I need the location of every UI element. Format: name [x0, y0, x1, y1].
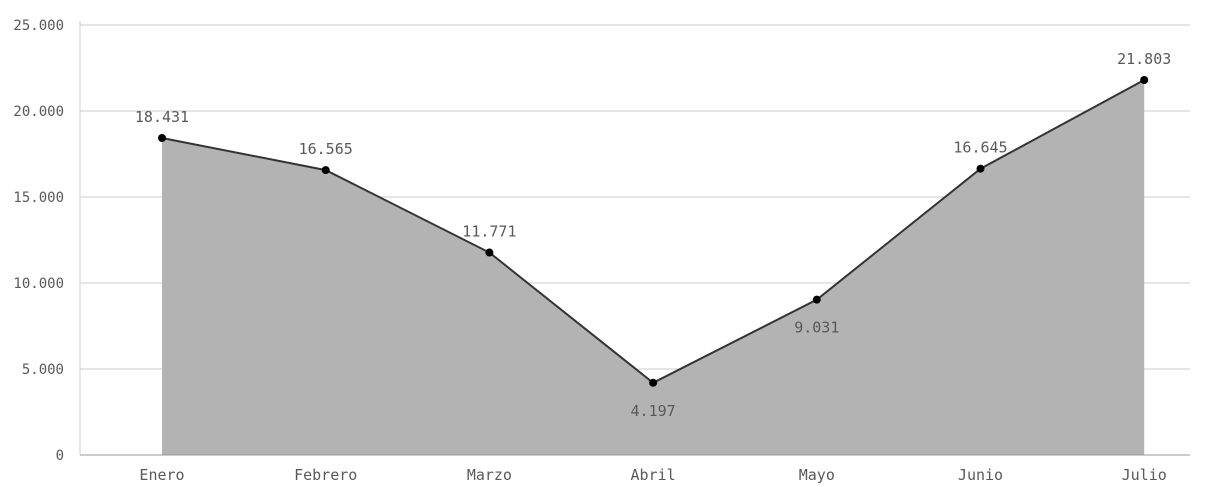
data-label: 9.031 [794, 319, 839, 337]
data-point [1140, 75, 1149, 84]
data-labels: 18.431 16.565 11.771 4.197 9.031 16.645 21.803 [135, 50, 1171, 420]
x-tick-label: Marzo [467, 466, 512, 484]
data-label: 16.565 [299, 140, 353, 158]
y-tick-label: 5.000 [22, 362, 64, 378]
x-tick-label: Mayo [799, 466, 835, 484]
data-point [649, 378, 658, 387]
y-tick-label: 25.000 [13, 18, 64, 34]
x-tick-label: Febrero [294, 466, 357, 484]
data-label: 18.431 [135, 108, 189, 126]
data-marks [158, 75, 1149, 387]
y-tick-label: 0 [56, 448, 64, 464]
data-label: 11.771 [462, 223, 516, 241]
data-label: 4.197 [631, 402, 676, 420]
y-tick-label: 20.000 [13, 104, 64, 120]
x-tick-label: Abril [631, 466, 676, 484]
x-tick-label: Enero [139, 466, 184, 484]
axes: 0 5.000 10.000 15.000 20.000 25.000 Enero Febre… [13, 18, 1190, 484]
x-tick-label: Junio [958, 466, 1003, 484]
area-fill [162, 79, 1145, 455]
data-label: 16.645 [953, 139, 1007, 157]
data-label: 21.803 [1117, 50, 1171, 68]
x-tick-label: Julio [1122, 466, 1167, 484]
data-point [812, 295, 821, 304]
area-series [161, 79, 1145, 455]
data-point [485, 248, 494, 257]
data-point [158, 133, 166, 142]
y-tick-label: 10.000 [13, 276, 64, 292]
y-tick-label: 15.000 [13, 190, 64, 206]
data-point [321, 166, 330, 175]
data-point [976, 164, 985, 173]
